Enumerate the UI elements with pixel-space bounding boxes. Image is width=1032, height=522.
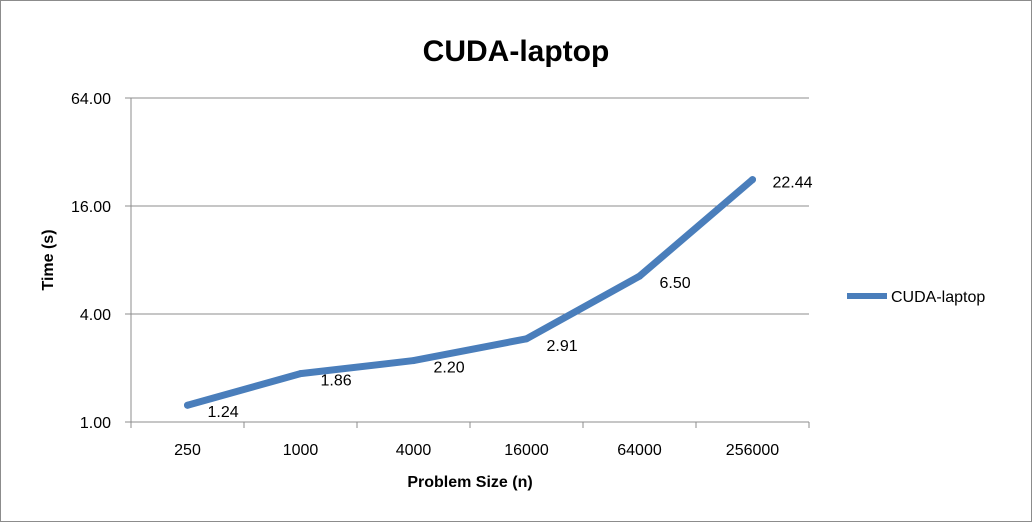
x-tick-labels: 250 1000 4000 16000 64000 256000 xyxy=(174,442,779,459)
axes xyxy=(125,97,810,428)
data-point xyxy=(297,370,304,378)
legend: CUDA-laptop xyxy=(847,289,985,306)
x-tick-label: 1000 xyxy=(283,442,319,459)
y-tick-label: 1.00 xyxy=(80,415,111,432)
series-line xyxy=(184,176,756,409)
data-point xyxy=(523,335,530,343)
x-tick-label: 64000 xyxy=(617,442,662,459)
x-axis-title: Problem Size (n) xyxy=(407,474,532,491)
y-tick-labels: 1.00 4.00 16.00 64.00 xyxy=(71,91,111,432)
data-label: 6.50 xyxy=(660,275,691,292)
data-point xyxy=(749,176,756,184)
legend-entry: CUDA-laptop xyxy=(891,289,985,306)
gridlines xyxy=(131,97,809,315)
data-point xyxy=(184,401,191,409)
series-group xyxy=(184,176,756,409)
data-labels: 1.24 1.86 2.20 2.91 6.50 22.44 xyxy=(208,175,813,422)
chart-title: CUDA-laptop xyxy=(423,35,610,68)
data-label: 1.86 xyxy=(321,373,352,390)
y-tick-label: 64.00 xyxy=(71,91,111,108)
y-tick-label: 16.00 xyxy=(71,199,111,216)
data-point xyxy=(636,272,643,280)
data-point xyxy=(410,357,417,365)
x-tick-label: 250 xyxy=(174,442,201,459)
x-tick-label: 256000 xyxy=(726,442,779,459)
x-tick-label: 4000 xyxy=(396,442,432,459)
data-label: 2.91 xyxy=(547,338,578,355)
data-label: 1.24 xyxy=(208,404,239,421)
x-tick-label: 16000 xyxy=(504,442,549,459)
data-label: 22.44 xyxy=(773,175,813,192)
y-tick-label: 4.00 xyxy=(80,307,111,324)
data-label: 2.20 xyxy=(434,360,465,377)
y-axis-title: Time (s) xyxy=(40,229,57,290)
